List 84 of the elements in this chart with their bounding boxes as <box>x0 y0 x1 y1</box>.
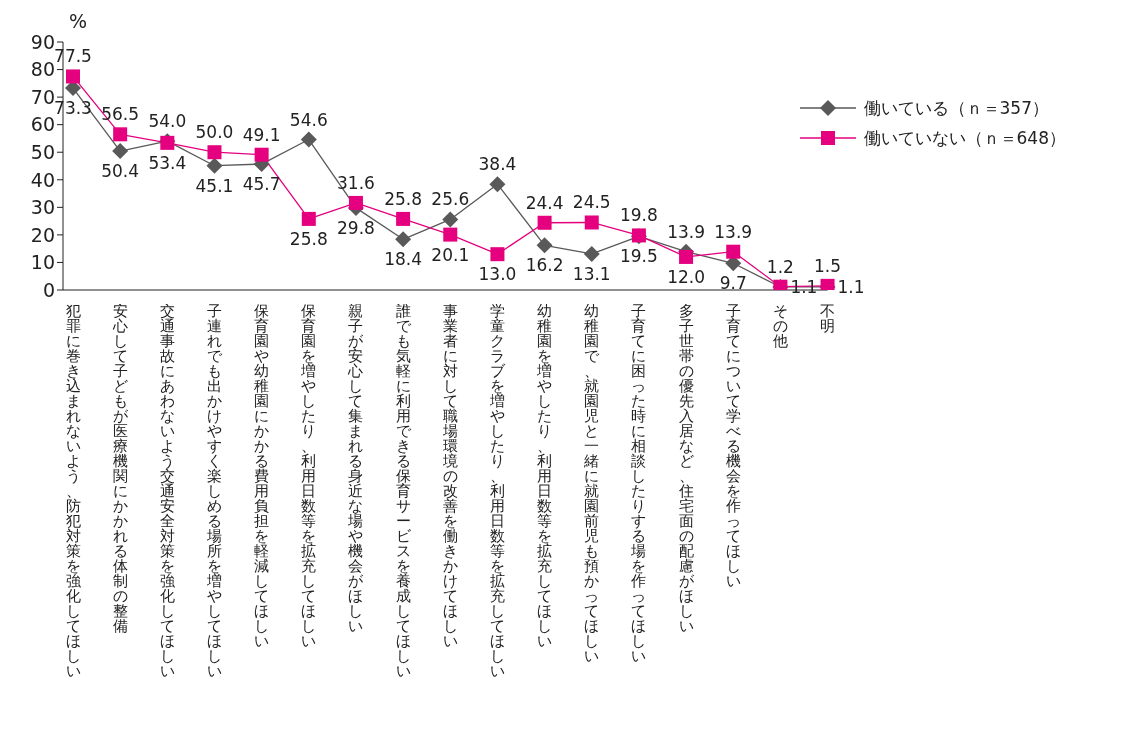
data-label: 9.7 <box>719 273 747 294</box>
data-label: 25.6 <box>431 189 470 210</box>
data-label: 77.5 <box>54 46 92 67</box>
data-label: 19.5 <box>619 246 658 267</box>
data-label: 53.4 <box>148 152 187 173</box>
point <box>254 147 269 162</box>
point <box>112 143 129 160</box>
legend-label: 働いている（ｎ＝357） <box>863 96 1049 120</box>
category-label: 子連れでも出かけやすく楽しめる場所を増やしてほしい <box>206 303 222 680</box>
data-label: 18.4 <box>384 249 423 270</box>
category-label: 安心して子どもが医療機関にかかれる体制の整備 <box>112 303 128 635</box>
data-label: 1.1 <box>837 276 865 297</box>
point <box>584 215 599 230</box>
y-tick-label: 10 <box>30 251 55 274</box>
data-label: 31.6 <box>337 172 375 193</box>
category-label: 交通事故にあわないよう交通安全対策を強化してほしい <box>159 303 175 680</box>
point <box>66 69 80 84</box>
y-tick-label: 50 <box>30 140 55 163</box>
data-label: 25.8 <box>384 188 423 209</box>
data-label: 24.4 <box>525 192 564 213</box>
point <box>207 145 222 160</box>
point <box>490 247 505 262</box>
data-label: 38.4 <box>478 154 517 175</box>
y-tick-label: 80 <box>30 58 55 81</box>
x-tick-label: その他 <box>772 303 789 350</box>
y-tick-label: 90 <box>30 30 55 53</box>
point <box>583 245 600 262</box>
data-label: 19.8 <box>619 205 658 226</box>
category-label: 保育園を増やしたり、利用日数等を拡充してほしい <box>301 303 317 650</box>
point <box>348 195 363 210</box>
point <box>679 249 694 264</box>
data-label: 13.0 <box>478 264 517 285</box>
category-label: 子育てについて学べる機会を作ってほしい <box>725 303 741 590</box>
category-label: 子育てに困った時に相談したりする場を作ってほしい <box>631 303 647 665</box>
data-label: 73.3 <box>54 98 92 119</box>
y-tick-label: 70 <box>30 85 55 108</box>
point <box>443 227 458 242</box>
point <box>113 127 128 142</box>
data-label: 1.5 <box>814 255 842 276</box>
data-label: 50.4 <box>101 161 140 182</box>
category-label: 親子が安心して集まれる身近な場や機会がほしい <box>348 303 364 635</box>
category-label: 保育園や幼稚園にかかる費用負担を軽減してほしい <box>254 303 270 650</box>
y-tick-label: 40 <box>30 168 55 191</box>
y-tick-label: 60 <box>30 113 55 136</box>
y-axis-title: % <box>69 10 88 32</box>
data-label: 12.0 <box>667 266 705 287</box>
point <box>536 237 553 254</box>
data-label: 13.1 <box>572 263 611 284</box>
category-label: 多子世帯の優先入居など、住宅面の配慮がほしい <box>678 303 694 635</box>
data-label: 24.5 <box>572 192 611 213</box>
data-label: 25.8 <box>289 228 328 249</box>
category-label: 学童クラブを増やしたり、利用日数等を拡充してほしい <box>489 303 505 680</box>
data-label: 50.0 <box>195 122 234 143</box>
data-label: 54.6 <box>289 109 328 130</box>
data-label: 16.2 <box>525 255 564 276</box>
point <box>395 231 412 248</box>
point <box>489 176 506 193</box>
data-label: 13.9 <box>667 221 705 242</box>
data-label: 56.5 <box>101 104 140 125</box>
y-tick-label: 30 <box>30 196 55 219</box>
data-label: 29.8 <box>337 217 375 238</box>
category-label: 犯罪に巻き込まれないよう、防犯対策を強化してほしい <box>65 303 81 680</box>
point <box>396 211 411 226</box>
data-label: 1.2 <box>766 256 794 277</box>
category-label: 幼稚園で、就園児と一緒に就園前児も預かってほしい <box>584 303 600 665</box>
data-label: 45.7 <box>242 174 281 195</box>
y-tick-label: 0 <box>42 278 55 301</box>
point <box>442 211 459 228</box>
legend-label: 働いていない（ｎ＝648） <box>863 126 1066 150</box>
y-tick-label: 20 <box>30 223 55 246</box>
point <box>301 211 316 226</box>
category-label: 誰でも気軽に利用できる保育サービスを養成してほしい <box>395 303 411 680</box>
data-label: 20.1 <box>431 244 470 265</box>
category-label: 幼稚園を増やしたり、利用日数等を拡充してほしい <box>537 303 553 650</box>
point <box>300 131 317 148</box>
data-label: 54.0 <box>148 111 187 132</box>
point <box>537 215 552 230</box>
data-label: 13.9 <box>714 221 753 242</box>
category-label: 事業者に対して職場環境の改善を働きかけてほしい <box>442 303 458 650</box>
point <box>726 244 741 259</box>
data-label: 49.1 <box>242 124 281 145</box>
point <box>206 157 223 174</box>
data-label: 45.1 <box>195 175 234 196</box>
x-tick-label: 不明 <box>819 303 836 335</box>
